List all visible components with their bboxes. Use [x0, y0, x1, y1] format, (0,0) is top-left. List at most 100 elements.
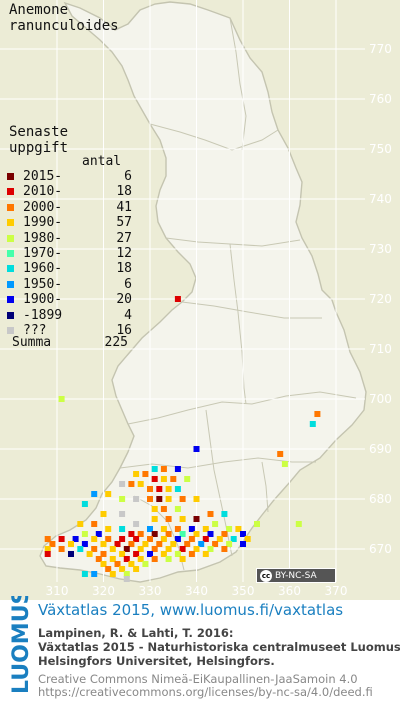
- occurrence-square: [160, 466, 167, 472]
- legend-count: 20: [116, 292, 132, 308]
- occurrence-square: [193, 546, 200, 552]
- legend-swatch-unknown: [7, 326, 14, 334]
- legend-count: 57: [116, 215, 132, 231]
- occurrence-square: [44, 551, 51, 557]
- grid-labels: 310 320 330 340 350 360 370 770 760 750 740 730 720 7…: [46, 42, 392, 598]
- legend-swatch-1900: [7, 296, 14, 304]
- northing-label: 700: [369, 392, 392, 406]
- legend: 2015- 6 2010- 18 2000- 41 1990- 57 1980-…: [7, 169, 132, 338]
- legend-swatch-1990: [7, 219, 14, 227]
- occurrence-square: [226, 541, 233, 547]
- legend-count: 6: [124, 169, 132, 184]
- northing-label: 720: [369, 292, 392, 306]
- occurrence-square: [123, 556, 130, 562]
- occurrence-square: [91, 521, 98, 527]
- occurrence-square: [91, 571, 98, 577]
- occurrence-square: [142, 471, 149, 477]
- occurrence-square: [184, 476, 191, 482]
- occurrence-square: [137, 556, 144, 562]
- occurrence-square: [68, 551, 74, 557]
- occurrence-square: [72, 536, 79, 542]
- occurrence-square: [128, 541, 135, 547]
- occurrence-square: [202, 526, 209, 532]
- occurrence-square: [277, 451, 284, 457]
- northing-label: 770: [369, 42, 392, 56]
- occurrence-square: [207, 531, 214, 537]
- legend-label: 1990-: [23, 215, 63, 231]
- occurrence-square: [100, 511, 107, 517]
- occurrence-square: [230, 536, 237, 542]
- occurrence-square: [188, 526, 195, 532]
- legend-label: 1900-: [23, 292, 63, 308]
- occurrence-square: [160, 506, 167, 512]
- occurrence-square: [314, 411, 321, 417]
- occurrence-square: [86, 551, 93, 557]
- occurrence-square: [81, 541, 88, 547]
- easting-label: 340: [185, 584, 208, 598]
- occurrence-square: [147, 496, 153, 502]
- luomus-logo-text: LUOMUS: [10, 596, 32, 694]
- cc-badge-label: BY-NC-SA: [275, 571, 317, 581]
- occurrence-square: [128, 531, 135, 537]
- cc-license-badge[interactable]: cc BY-NC-SA: [256, 568, 336, 583]
- finland-map: 310 320 330 340 350 360 370 770 760 750 740 730 720 7…: [0, 0, 392, 598]
- legend-swatch-1960: [7, 265, 14, 273]
- occurrence-square: [123, 546, 130, 552]
- legend-label: -1899: [23, 307, 63, 323]
- occurrence-square: [137, 531, 144, 537]
- occurrence-square: [179, 556, 186, 562]
- occurrence-square: [174, 486, 181, 492]
- legend-swatch-1970: [7, 249, 14, 257]
- finland-outline: [39, 1, 367, 583]
- occurrence-square: [160, 476, 167, 482]
- legend-swatch-1950: [7, 280, 14, 288]
- northing-label: 690: [369, 442, 392, 456]
- occurrence-square: [44, 546, 51, 552]
- license-line-2[interactable]: https://creativecommons.org/licenses/by-…: [38, 685, 373, 699]
- occurrence-square: [165, 531, 172, 537]
- occurrence-square: [119, 551, 126, 557]
- citation-line-3: Helsingfors Universitet, Helsingfors.: [38, 654, 275, 668]
- occurrence-square: [68, 541, 74, 547]
- occurrence-square: [95, 531, 102, 537]
- occurrence-square: [179, 531, 186, 537]
- legend-swatch-1899: [7, 311, 14, 319]
- occurrence-square: [160, 526, 167, 532]
- occurrence-square: [309, 421, 316, 427]
- occurrence-square: [179, 546, 186, 552]
- sum-value: 225: [104, 335, 128, 350]
- occurrence-square: [174, 296, 181, 302]
- occurrence-square: [105, 536, 112, 542]
- easting-label: 350: [232, 584, 255, 598]
- occurrence-square: [109, 556, 116, 562]
- legend-row-2000: 2000- 41: [7, 200, 132, 215]
- occurrence-square: [179, 496, 186, 502]
- legend-label: 2015-: [23, 169, 63, 184]
- legend-label: 2000-: [23, 199, 63, 215]
- occurrence-square: [119, 496, 126, 502]
- legend-swatch-1980: [7, 234, 14, 242]
- occurrence-square: [77, 521, 84, 527]
- occurrence-square: [142, 541, 149, 547]
- legend-count: 18: [116, 184, 132, 200]
- occurrence-square: [100, 551, 107, 557]
- occurrence-square: [179, 516, 186, 522]
- citation-line-1: Lampinen, R. & Lahti, T. 2016:: [38, 626, 234, 640]
- occurrence-square: [165, 546, 172, 552]
- occurrence-square: [133, 551, 140, 557]
- occurrence-square: [193, 496, 200, 502]
- occurrence-square: [114, 561, 121, 567]
- occurrence-square: [240, 531, 246, 537]
- legend-title-line-2: uppgift: [9, 140, 69, 156]
- occurrence-square: [128, 561, 135, 567]
- occurrence-square: [91, 546, 98, 552]
- occurrence-square: [254, 521, 260, 527]
- occurrence-square: [133, 521, 140, 527]
- occurrence-square: [170, 476, 177, 482]
- atlas-title-link[interactable]: Växtatlas 2015, www.luomus.fi/vaxtatlas: [38, 601, 344, 619]
- species-name-line-2: ranunculoides: [9, 18, 119, 34]
- occurrence-square: [174, 536, 181, 542]
- occurrence-square: [151, 506, 158, 512]
- occurrence-square: [151, 546, 158, 552]
- legend-swatch-2010: [7, 188, 14, 196]
